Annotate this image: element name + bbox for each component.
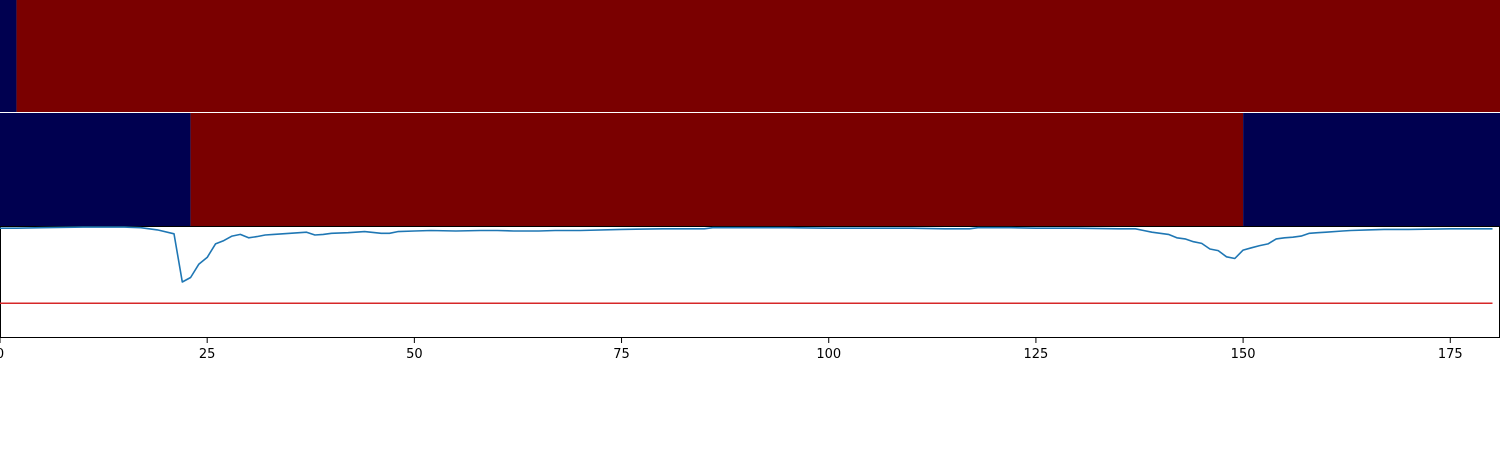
heatmap-middle-panel	[0, 113, 1500, 226]
heatmap-top-panel	[0, 0, 1500, 112]
heatmap-top-segment-high	[16, 0, 1500, 112]
line-plot-frame	[0, 226, 1500, 338]
heatmap-middle-segment-low	[0, 113, 191, 226]
heatmap-middle-segment-high	[190, 113, 1244, 226]
x-tick-label: 125	[1023, 347, 1048, 362]
signal-series-line	[0, 226, 1493, 283]
line-plot-marks	[0, 226, 1500, 338]
x-tick-label: 0	[0, 347, 4, 362]
heatmap-middle-segment-low	[1243, 113, 1500, 226]
x-tick-label: 175	[1438, 347, 1463, 362]
line-plot-panel: 0 25 50 75 100 125 150 175	[0, 226, 1500, 362]
x-tick-label: 50	[406, 347, 423, 362]
x-tick-label: 100	[816, 347, 841, 362]
x-tick-label: 25	[199, 347, 216, 362]
x-axis: 0 25 50 75 100 125 150 175	[0, 338, 1463, 362]
x-tick-label: 150	[1231, 347, 1256, 362]
heatmap-top-segment-low	[0, 0, 17, 112]
x-tick-label: 75	[613, 347, 630, 362]
